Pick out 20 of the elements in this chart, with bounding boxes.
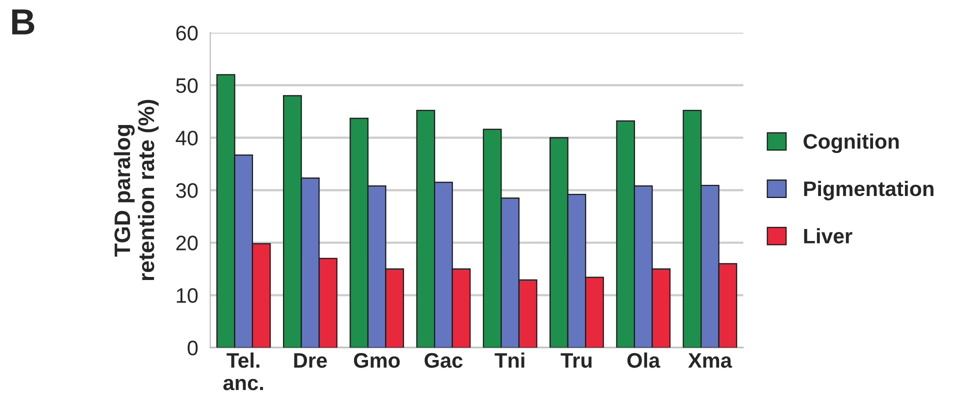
x-tick-label: Xma <box>688 353 732 368</box>
x-tick-label: Ola <box>627 352 660 368</box>
legend-label: Cognition <box>804 134 899 154</box>
x-tick-label: Gmo <box>354 353 400 368</box>
y-tick-label: 30 <box>176 183 198 198</box>
x-tick-label: Tru <box>560 353 592 368</box>
y-tick-label: 0 <box>188 340 198 356</box>
y-tick-label: 60 <box>176 26 198 40</box>
x-tick-label: Dre <box>294 353 327 368</box>
y-axis-title: TGD paralog retention rate (%) <box>114 100 159 280</box>
y-tick-label: 10 <box>176 288 198 303</box>
x-tick-label: Gac <box>424 353 463 368</box>
x-tick-label: Tel. anc. <box>223 352 263 390</box>
y-tick-label: 40 <box>176 130 198 146</box>
legend-label: Liver <box>804 228 852 244</box>
text: B <box>12 10 34 34</box>
legend-label: Pigmentation <box>804 180 934 200</box>
x-tick-label: Tni <box>494 352 524 368</box>
y-tick-label: 20 <box>176 236 198 250</box>
y-tick-label: 50 <box>176 78 198 93</box>
